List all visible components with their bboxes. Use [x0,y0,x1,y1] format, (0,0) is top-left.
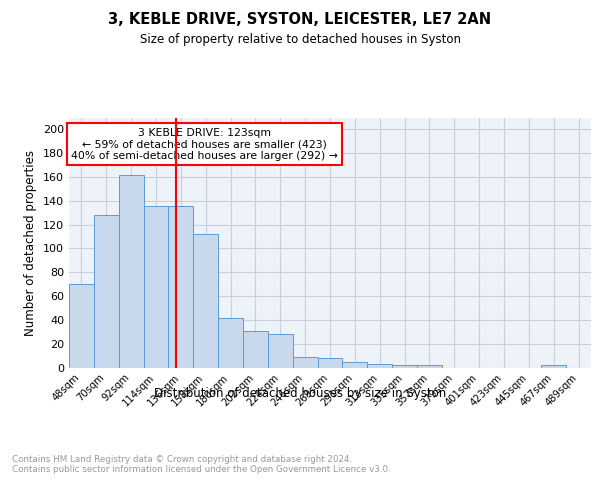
Text: Size of property relative to detached houses in Syston: Size of property relative to detached ho… [139,32,461,46]
Bar [317,358,343,368]
Bar [218,318,243,368]
Bar [367,364,392,368]
Y-axis label: Number of detached properties: Number of detached properties [25,150,37,336]
Bar [143,206,169,368]
Bar [268,334,293,368]
Bar [243,330,268,368]
Bar [69,284,94,368]
Bar [417,365,442,368]
Bar [94,215,119,368]
Bar [193,234,218,368]
Text: Contains HM Land Registry data © Crown copyright and database right 2024.
Contai: Contains HM Land Registry data © Crown c… [12,455,391,474]
Text: 3, KEBLE DRIVE, SYSTON, LEICESTER, LE7 2AN: 3, KEBLE DRIVE, SYSTON, LEICESTER, LE7 2… [109,12,491,28]
Bar [293,357,317,368]
Bar [169,206,193,368]
Bar [541,365,566,368]
Text: Distribution of detached houses by size in Syston: Distribution of detached houses by size … [154,388,446,400]
Bar [392,365,417,368]
Text: 3 KEBLE DRIVE: 123sqm
← 59% of detached houses are smaller (423)
40% of semi-det: 3 KEBLE DRIVE: 123sqm ← 59% of detached … [71,128,338,160]
Bar [119,174,143,368]
Bar [343,362,367,368]
